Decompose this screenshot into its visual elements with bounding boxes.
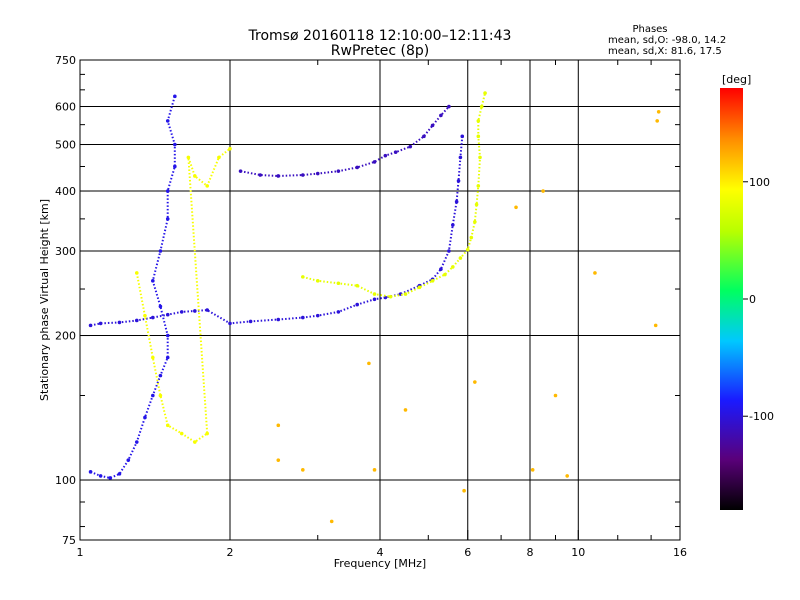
colorbar-gradient <box>720 88 743 510</box>
data-points <box>88 91 661 524</box>
grid-lines <box>80 60 680 540</box>
x-axis-label: Frequency [MHz] <box>334 557 426 570</box>
colorbar-tick-label: 0 <box>749 293 756 306</box>
data-point <box>553 393 558 398</box>
phases-x-stats: mean, sd,X: 81.6, 17.5 <box>608 46 722 57</box>
data-point <box>655 119 659 123</box>
y-tick-label: 100 <box>55 474 76 487</box>
data-point <box>514 205 518 210</box>
colorbar-tick-label: 100 <box>749 176 770 189</box>
colorbar-ticks: 100 0 -100 <box>743 176 774 423</box>
data-point <box>483 91 487 95</box>
colorbar-tick-label: -100 <box>749 410 774 423</box>
data-point <box>329 519 334 524</box>
phases-o-stats: mean, sd,O: -98.0, 14.2 <box>608 35 726 46</box>
x-tick-label: 6 <box>464 546 471 559</box>
series-trace <box>302 92 487 298</box>
y-tick-label: 200 <box>55 330 76 343</box>
data-point <box>656 109 661 114</box>
data-point <box>372 468 377 472</box>
y-tick-label: 600 <box>55 101 76 114</box>
data-point <box>447 104 451 109</box>
series-trace <box>240 105 450 178</box>
chart-title: Tromsø 20160118 12:10:00–12:11:43 <box>248 28 512 44</box>
colorbar: [deg] 100 0 -100 <box>720 73 774 510</box>
data-point <box>367 361 371 366</box>
x-tick-label: 4 <box>377 546 384 559</box>
series-trace <box>135 147 231 444</box>
y-tick-label: 500 <box>55 139 76 152</box>
x-axis-ticks: 1 2 4 6 8 10 16 <box>77 60 687 559</box>
x-tick-label: 2 <box>227 546 234 559</box>
x-tick-label: 8 <box>527 546 534 559</box>
phases-title: Phases <box>632 24 667 35</box>
chart-subtitle: RwPretec (8p) <box>331 43 429 59</box>
y-tick-label: 75 <box>62 534 76 547</box>
data-point <box>276 458 281 462</box>
y-axis-ticks: 75 100 200 300 400 500 600 750 <box>55 54 680 547</box>
data-point <box>403 408 408 412</box>
data-point <box>530 468 535 472</box>
x-tick-label: 10 <box>571 546 585 559</box>
data-point <box>593 271 597 275</box>
data-point <box>541 189 545 193</box>
data-point <box>565 474 569 478</box>
data-point <box>653 323 658 328</box>
y-tick-label: 400 <box>55 185 76 198</box>
y-axis-label: Stationary phase Virtual Height [km] <box>38 199 51 401</box>
series-trace <box>90 96 176 480</box>
x-tick-label: 1 <box>77 546 84 559</box>
data-point <box>228 146 232 151</box>
data-point <box>301 468 305 472</box>
data-point <box>276 423 281 428</box>
colorbar-label: [deg] <box>722 73 751 86</box>
series-trace <box>90 136 464 327</box>
phases-legend: Phases mean, sd,O: -98.0, 14.2 mean, sd,… <box>608 24 726 57</box>
x-tick-label: 16 <box>673 546 687 559</box>
y-tick-label: 750 <box>55 54 76 67</box>
chart-titles: Tromsø 20160118 12:10:00–12:11:43 RwPret… <box>248 28 512 59</box>
y-tick-label: 300 <box>55 245 76 258</box>
data-point <box>473 380 477 384</box>
data-point <box>462 488 466 493</box>
